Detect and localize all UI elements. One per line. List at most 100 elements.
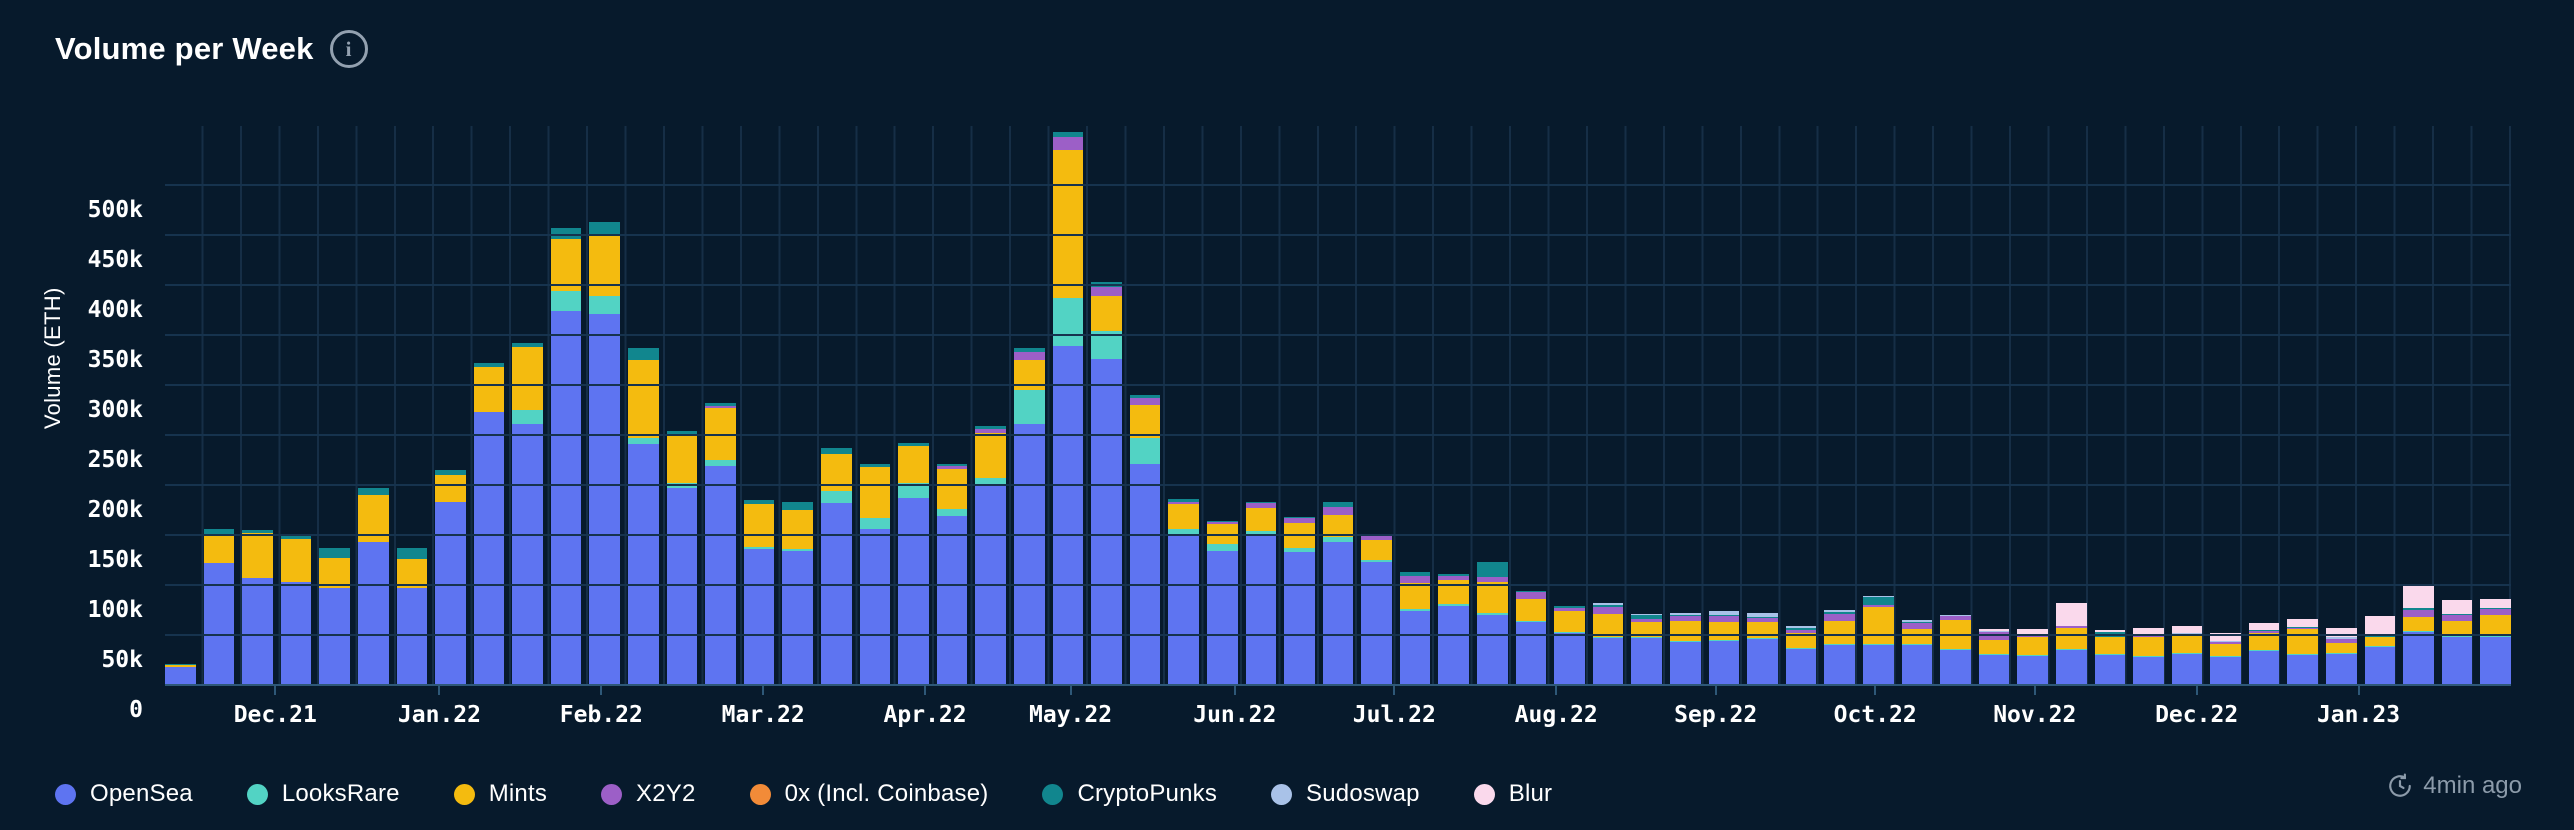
looksrare-segment [1361, 560, 1392, 562]
bar-week-55[interactable] [2248, 623, 2280, 686]
bar-week-27[interactable] [1168, 499, 1199, 686]
opensea-segment [435, 502, 466, 686]
bar-week-47[interactable] [1940, 615, 1971, 686]
bar-week-40[interactable] [1670, 613, 1701, 686]
bar-week-15[interactable] [705, 403, 736, 686]
bar-week-43[interactable] [1785, 626, 1817, 686]
bar-week-30[interactable] [1284, 517, 1315, 686]
y-tick-label: 0 [129, 697, 143, 723]
bar-week-45[interactable] [1862, 596, 1894, 686]
bar-week-2[interactable] [203, 529, 235, 686]
cryptopunks-segment [898, 443, 929, 446]
bar-week-4[interactable] [280, 534, 312, 686]
cryptopunks-segment [512, 343, 543, 347]
bar-week-56[interactable] [2287, 619, 2319, 686]
bar-week-61[interactable] [2480, 599, 2511, 686]
looksrare-segment [1515, 621, 1547, 622]
opensea-segment [1438, 606, 1470, 686]
bar-week-10[interactable] [512, 343, 543, 686]
cryptopunks-segment [1206, 521, 1238, 522]
plot-area: 0 50k 100k 150k 200k 250k 300k 350k 400k 450k 500k… [88, 126, 2511, 728]
looksrare-segment [936, 509, 968, 516]
bar-week-57[interactable] [2326, 628, 2357, 686]
bar-week-54[interactable] [2210, 633, 2241, 686]
bar-week-16[interactable] [743, 500, 775, 686]
bar-week-17[interactable] [782, 502, 814, 686]
looksrare-segment [2441, 636, 2473, 637]
sudoswap-segment [2210, 641, 2241, 642]
bar-week-35[interactable] [1477, 562, 1508, 686]
bar-week-5[interactable] [319, 548, 350, 686]
bar-week-18[interactable] [821, 448, 852, 686]
mints-segment [1708, 622, 1740, 640]
bar-week-59[interactable] [2403, 585, 2434, 686]
legend-item-x2y2[interactable]: X2Y2 [601, 780, 696, 808]
last-updated[interactable]: 4min ago [2387, 772, 2522, 800]
bar-week-9[interactable] [473, 363, 505, 686]
bar-week-19[interactable] [859, 464, 891, 686]
legend-item-looksrare[interactable]: LooksRare [246, 780, 400, 808]
bar-week-39[interactable] [1631, 614, 1663, 686]
legend-label: Sudoswap [1306, 780, 1420, 807]
mints-segment [1322, 515, 1354, 537]
opensea-segment [666, 488, 698, 686]
x-tick [1069, 686, 1072, 695]
opensea-segment [1477, 615, 1508, 686]
x2y2-segment [2403, 610, 2434, 617]
bar-week-1[interactable] [165, 664, 196, 686]
bar-week-6[interactable] [357, 488, 389, 686]
bar-week-41[interactable] [1708, 611, 1740, 686]
bar-week-37[interactable] [1554, 606, 1585, 686]
bar-week-14[interactable] [666, 431, 698, 686]
bar-week-3[interactable] [242, 530, 273, 686]
mints-segment [1361, 540, 1392, 560]
bar-week-58[interactable] [2364, 616, 2396, 686]
legend-item-opensea[interactable]: OpenSea [55, 780, 193, 808]
cryptopunks-segment [280, 534, 312, 539]
bar-week-46[interactable] [1901, 620, 1933, 686]
bar-week-26[interactable] [1129, 395, 1161, 686]
bar-week-32[interactable] [1361, 535, 1392, 686]
bar-week-31[interactable] [1322, 502, 1354, 686]
cryptopunks-segment [1168, 499, 1199, 502]
cryptopunks-segment [435, 470, 466, 475]
bar-week-23[interactable] [1013, 348, 1045, 686]
legend-item-cryptopunks[interactable]: CryptoPunks [1042, 780, 1217, 808]
bar-week-52[interactable] [2133, 628, 2164, 686]
legend-item-sudoswap[interactable]: Sudoswap [1271, 780, 1420, 808]
bar-week-24[interactable] [1052, 132, 1084, 686]
bar-week-50[interactable] [2055, 603, 2087, 686]
bar-week-20[interactable] [898, 443, 929, 686]
bar-week-21[interactable] [936, 464, 968, 686]
x2y2-segment [1940, 616, 1971, 620]
x2y2-segment [1129, 398, 1161, 405]
bar-week-38[interactable] [1592, 603, 1624, 686]
bar-week-48[interactable] [1978, 629, 2010, 686]
legend-item-blur[interactable]: Blur [1473, 780, 1552, 808]
bar-week-60[interactable] [2441, 600, 2473, 686]
bar-week-36[interactable] [1515, 591, 1547, 686]
legend-item-0x-incl-coinbase[interactable]: 0x (Incl. Coinbase) [749, 780, 989, 808]
bar-week-29[interactable] [1245, 502, 1277, 686]
cryptopunks-segment [1592, 605, 1624, 607]
bar-week-28[interactable] [1206, 521, 1238, 686]
bar-week-11[interactable] [550, 228, 582, 686]
bar-week-22[interactable] [975, 426, 1006, 686]
bar-week-42[interactable] [1747, 613, 1778, 686]
bar-week-44[interactable] [1824, 610, 1855, 686]
bar-week-51[interactable] [2094, 630, 2126, 686]
bar-week-49[interactable] [2017, 629, 2048, 686]
mints-segment [2017, 637, 2048, 655]
bar-week-7[interactable] [396, 548, 428, 686]
bar-week-8[interactable] [435, 470, 466, 686]
legend-item-mints[interactable]: Mints [453, 780, 547, 808]
opensea-segment [1091, 359, 1122, 686]
info-icon[interactable]: i [329, 30, 368, 68]
mints-segment [165, 665, 196, 667]
looksrare-segment [1245, 531, 1277, 536]
bar-week-34[interactable] [1438, 574, 1470, 686]
bar-week-33[interactable] [1399, 572, 1431, 686]
blur-segment [2133, 628, 2164, 635]
opensea-segment [319, 588, 350, 686]
bar-week-12[interactable] [589, 222, 621, 686]
